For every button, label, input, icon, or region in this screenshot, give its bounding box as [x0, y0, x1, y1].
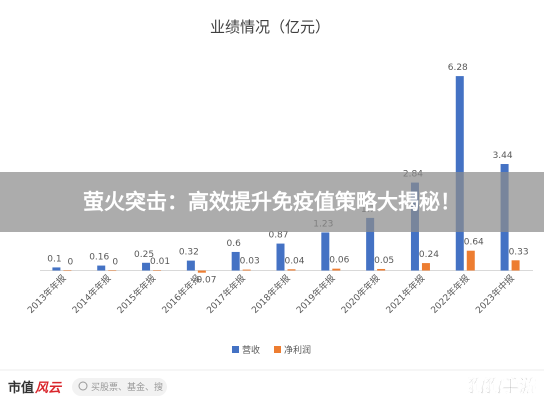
value-label: 0.04 [284, 256, 304, 266]
value-label: 0.87 [268, 231, 288, 241]
value-label: -0.07 [193, 276, 216, 286]
bar [321, 232, 330, 271]
search-icon [78, 381, 88, 391]
bar [52, 267, 61, 271]
bar [63, 270, 72, 272]
legend-label: 净利润 [284, 344, 311, 356]
value-label: 3.44 [493, 151, 513, 161]
value-label: 0 [112, 258, 118, 268]
bar [276, 243, 285, 271]
bar [511, 260, 520, 271]
logo-accent: 风云 [34, 381, 63, 396]
value-label: 0.1 [47, 254, 61, 264]
bar [366, 217, 375, 271]
value-label: 0.01 [150, 257, 170, 267]
banner-text: 萤火突击：高效提升免疫值策略大揭秘！ [83, 190, 461, 214]
bar [186, 260, 195, 271]
bar [97, 265, 106, 271]
bar [377, 268, 386, 271]
value-label: 0.05 [374, 256, 394, 266]
legend-label: 营收 [242, 344, 260, 356]
value-label: 0.03 [240, 257, 260, 267]
bar [142, 262, 151, 271]
value-label: 0.24 [419, 250, 439, 260]
value-label: 6.28 [448, 63, 468, 73]
legend-swatch [274, 346, 281, 353]
value-label: 0.6 [227, 239, 242, 249]
value-label: 0 [68, 258, 74, 268]
value-label: 0.33 [509, 247, 529, 257]
bar [466, 250, 475, 271]
bar [287, 269, 296, 271]
bar [197, 270, 206, 273]
bar [332, 268, 341, 271]
search-placeholder: 买股票、基金、搜 [91, 381, 163, 393]
brand: 狗狗手游 [468, 376, 536, 397]
value-label: 0.25 [134, 250, 154, 260]
value-label: 0.16 [89, 253, 109, 263]
bar [108, 270, 117, 272]
search-box[interactable] [72, 378, 167, 396]
bar [231, 251, 240, 271]
bar [242, 269, 251, 271]
chart-title: 业绩情况（亿元） [210, 18, 330, 36]
bar [153, 270, 162, 271]
logo: 市值 [8, 380, 34, 396]
bar [421, 263, 430, 271]
value-label: 0.32 [179, 248, 199, 258]
legend-swatch [232, 346, 239, 353]
value-label: 0.64 [464, 238, 484, 248]
banner [0, 172, 544, 232]
value-label: 0.06 [329, 256, 349, 266]
